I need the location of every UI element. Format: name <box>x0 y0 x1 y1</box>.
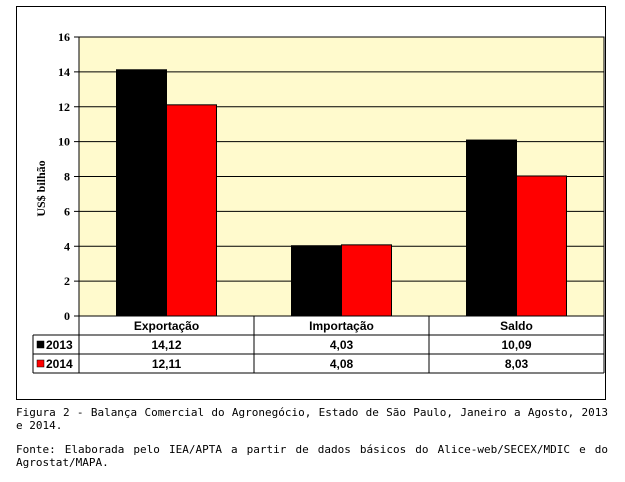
chart-frame: 0 2 4 6 8 10 12 14 16 US$ bilhão Exportação Importa… <box>16 6 606 400</box>
legend-key-2013 <box>36 340 45 349</box>
y-tick-label: 2 <box>64 274 70 288</box>
y-tick-label: 0 <box>64 309 70 323</box>
y-tick-label: 10 <box>58 135 70 149</box>
y-tick-label: 12 <box>58 100 70 114</box>
bar-2013 <box>291 245 342 317</box>
data-label: 14,12 <box>151 338 181 352</box>
bar-2013 <box>466 139 517 317</box>
y-axis-label: US$ bilhão <box>34 160 48 216</box>
bar-2014 <box>516 175 567 317</box>
bar-2013 <box>116 69 167 317</box>
category-label: Saldo <box>500 319 533 333</box>
source-caption: Fonte: Elaborada pelo IEA/APTA a partir … <box>16 443 608 469</box>
y-tick-label: 8 <box>64 170 70 184</box>
y-tick-label: 14 <box>58 65 70 79</box>
figure-caption: Figura 2 - Balança Comercial do Agronegó… <box>16 406 608 432</box>
legend-label: 2013 <box>46 338 73 352</box>
legend-label: 2014 <box>46 357 73 371</box>
bar-2014 <box>166 104 217 317</box>
category-label: Importação <box>309 319 374 333</box>
data-label: 8,03 <box>505 357 529 371</box>
y-tick-label: 6 <box>64 204 70 218</box>
category-label: Exportação <box>134 319 199 333</box>
legend-key-2014 <box>36 359 45 368</box>
data-label: 10,09 <box>501 338 531 352</box>
data-label: 4,08 <box>330 357 354 371</box>
data-label: 12,11 <box>152 357 182 371</box>
bar-2014 <box>341 244 392 317</box>
y-tick-label: 4 <box>64 239 70 253</box>
bar-chart: 0 2 4 6 8 10 12 14 16 US$ bilhão Exportação Importa… <box>32 30 605 374</box>
data-label: 4,03 <box>330 338 354 352</box>
y-tick-label: 16 <box>58 30 70 44</box>
